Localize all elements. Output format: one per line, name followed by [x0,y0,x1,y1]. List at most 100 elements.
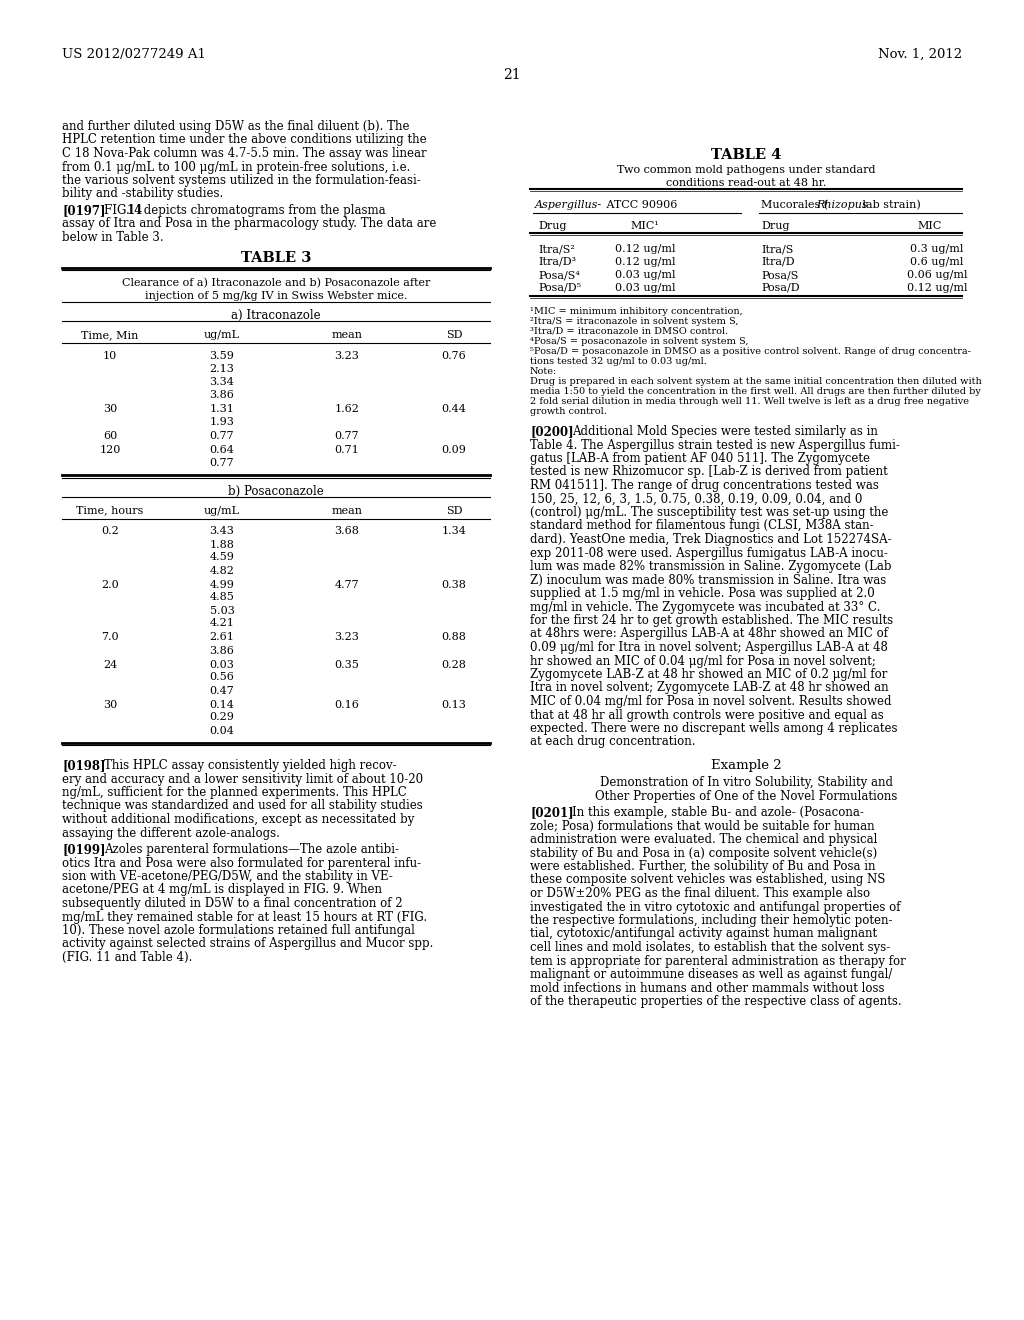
Text: Two common mold pathogens under standard: Two common mold pathogens under standard [616,165,876,176]
Text: Posa/D⁵: Posa/D⁵ [538,282,581,293]
Text: [0200]: [0200] [530,425,573,438]
Text: FIG.: FIG. [104,205,133,216]
Text: SD: SD [445,506,462,516]
Text: 0.77: 0.77 [335,432,359,441]
Text: 1.62: 1.62 [335,404,359,414]
Text: 0.56: 0.56 [210,672,234,682]
Text: depicts chromatograms from the plasma: depicts chromatograms from the plasma [140,205,386,216]
Text: 1.34: 1.34 [441,527,467,536]
Text: 4.82: 4.82 [210,565,234,576]
Text: [0199]: [0199] [62,843,105,855]
Text: ¹MIC = minimum inhibitory concentration,: ¹MIC = minimum inhibitory concentration, [530,308,742,315]
Text: 0.71: 0.71 [335,445,359,455]
Text: mg/mL they remained stable for at least 15 hours at RT (FIG.: mg/mL they remained stable for at least … [62,911,427,924]
Text: Note:: Note: [530,367,557,376]
Text: TABLE 3: TABLE 3 [241,251,311,264]
Text: ATCC 90906: ATCC 90906 [603,201,677,210]
Text: injection of 5 mg/kg IV in Swiss Webster mice.: injection of 5 mg/kg IV in Swiss Webster… [144,290,408,301]
Text: assaying the different azole-analogs.: assaying the different azole-analogs. [62,826,280,840]
Text: 3.59: 3.59 [210,351,234,360]
Text: cell lines and mold isolates, to establish that the solvent sys-: cell lines and mold isolates, to establi… [530,941,890,954]
Text: 4.99: 4.99 [210,579,234,590]
Text: ²Itra/S = itraconazole in solvent system S,: ²Itra/S = itraconazole in solvent system… [530,317,738,326]
Text: 0.88: 0.88 [441,632,467,643]
Text: Itra/D: Itra/D [761,257,795,267]
Text: 2.13: 2.13 [210,364,234,374]
Text: were established. Further, the solubility of Bu and Posa in: were established. Further, the solubilit… [530,861,876,873]
Text: exp 2011-08 were used. Aspergillus fumigatus LAB-A inocu-: exp 2011-08 were used. Aspergillus fumig… [530,546,888,560]
Text: Table 4. The Aspergillus strain tested is new Aspergillus fumi-: Table 4. The Aspergillus strain tested i… [530,438,900,451]
Text: (FIG. 11 and Table 4).: (FIG. 11 and Table 4). [62,950,193,964]
Text: 0.09: 0.09 [441,445,467,455]
Text: 0.03: 0.03 [210,660,234,669]
Text: Z) inoculum was made 80% transmission in Saline. Itra was: Z) inoculum was made 80% transmission in… [530,573,886,586]
Text: 0.14: 0.14 [210,700,234,710]
Text: 30: 30 [102,404,117,414]
Text: Posa/D: Posa/D [761,282,800,293]
Text: 0.76: 0.76 [441,351,466,360]
Text: 0.38: 0.38 [441,579,467,590]
Text: [0198]: [0198] [62,759,105,772]
Text: 0.35: 0.35 [335,660,359,669]
Text: of the therapeutic properties of the respective class of agents.: of the therapeutic properties of the res… [530,995,901,1008]
Text: This HPLC assay consistently yielded high recov-: This HPLC assay consistently yielded hig… [104,759,396,772]
Text: 5.03: 5.03 [210,606,234,615]
Text: 3.68: 3.68 [335,527,359,536]
Text: a) Itraconazole: a) Itraconazole [231,309,321,322]
Text: 3.23: 3.23 [335,632,359,643]
Text: 0.12 ug/ml: 0.12 ug/ml [906,282,968,293]
Text: Rhizopus: Rhizopus [816,201,867,210]
Text: 0.03 ug/ml: 0.03 ug/ml [614,271,675,280]
Text: MIC¹: MIC¹ [630,220,658,231]
Text: Itra/S: Itra/S [761,244,794,253]
Text: 14: 14 [127,205,143,216]
Text: (control) μg/mL. The susceptibility test was set-up using the: (control) μg/mL. The susceptibility test… [530,506,889,519]
Text: without additional modifications, except as necessitated by: without additional modifications, except… [62,813,415,826]
Text: 0.06 ug/ml: 0.06 ug/ml [906,271,968,280]
Text: sion with VE-acetone/PEG/D5W, and the stability in VE-: sion with VE-acetone/PEG/D5W, and the st… [62,870,393,883]
Text: administration were evaluated. The chemical and physical: administration were evaluated. The chemi… [530,833,878,846]
Text: 120: 120 [99,445,121,455]
Text: 3.23: 3.23 [335,351,359,360]
Text: 3.86: 3.86 [210,389,234,400]
Text: for the first 24 hr to get growth established. The MIC results: for the first 24 hr to get growth establ… [530,614,893,627]
Text: Itra/S²: Itra/S² [538,244,574,253]
Text: technique was standardized and used for all stability studies: technique was standardized and used for … [62,800,423,813]
Text: assay of Itra and Posa in the pharmacology study. The data are: assay of Itra and Posa in the pharmacolo… [62,218,436,231]
Text: ery and accuracy and a lower sensitivity limit of about 10-20: ery and accuracy and a lower sensitivity… [62,772,423,785]
Text: media 1:50 to yield the concentration in the first well. All drugs are then furt: media 1:50 to yield the concentration in… [530,387,981,396]
Text: MIC: MIC [918,220,941,231]
Text: ng/mL, sufficient for the planned experiments. This HPLC: ng/mL, sufficient for the planned experi… [62,785,407,799]
Text: mean: mean [332,506,362,516]
Text: Aspergillus-: Aspergillus- [535,201,602,210]
Text: 60: 60 [102,432,117,441]
Text: 4.21: 4.21 [210,619,234,628]
Text: Drug: Drug [761,220,790,231]
Text: 3.34: 3.34 [210,378,234,387]
Text: Nov. 1, 2012: Nov. 1, 2012 [878,48,962,61]
Text: Zygomycete LAB-Z at 48 hr showed an MIC of 0.2 μg/ml for: Zygomycete LAB-Z at 48 hr showed an MIC … [530,668,888,681]
Text: gatus [LAB-A from patient AF 040 511]. The Zygomycete: gatus [LAB-A from patient AF 040 511]. T… [530,451,870,465]
Text: 0.29: 0.29 [210,713,234,722]
Text: 30: 30 [102,700,117,710]
Text: 2 fold serial dilution in media through well 11. Well twelve is left as a drug f: 2 fold serial dilution in media through … [530,397,969,407]
Text: conditions read-out at 48 hr.: conditions read-out at 48 hr. [666,178,826,187]
Text: 0.6 ug/ml: 0.6 ug/ml [910,257,964,267]
Text: 0.44: 0.44 [441,404,467,414]
Text: lab strain): lab strain) [859,201,921,210]
Text: stability of Bu and Posa in (a) composite solvent vehicle(s): stability of Bu and Posa in (a) composit… [530,846,878,859]
Text: ug/mL: ug/mL [204,506,240,516]
Text: 10: 10 [102,351,117,360]
Text: at 48hrs were: Aspergillus LAB-A at 48hr showed an MIC of: at 48hrs were: Aspergillus LAB-A at 48hr… [530,627,888,640]
Text: 0.16: 0.16 [335,700,359,710]
Text: Demonstration of In vitro Solubility, Stability and: Demonstration of In vitro Solubility, St… [599,776,893,789]
Text: supplied at 1.5 mg/ml in vehicle. Posa was supplied at 2.0: supplied at 1.5 mg/ml in vehicle. Posa w… [530,587,874,601]
Text: 0.09 μg/ml for Itra in novel solvent; Aspergillus LAB-A at 48: 0.09 μg/ml for Itra in novel solvent; As… [530,642,888,653]
Text: standard method for filamentous fungi (CLSI, M38A stan-: standard method for filamentous fungi (C… [530,520,873,532]
Text: 0.12 ug/ml: 0.12 ug/ml [614,244,675,253]
Text: Posa/S⁴: Posa/S⁴ [538,271,580,280]
Text: Itra in novel solvent; Zygomycete LAB-Z at 48 hr showed an: Itra in novel solvent; Zygomycete LAB-Z … [530,681,889,694]
Text: SD: SD [445,330,462,341]
Text: that at 48 hr all growth controls were positive and equal as: that at 48 hr all growth controls were p… [530,709,884,722]
Text: mg/ml in vehicle. The Zygomycete was incubated at 33° C.: mg/ml in vehicle. The Zygomycete was inc… [530,601,881,614]
